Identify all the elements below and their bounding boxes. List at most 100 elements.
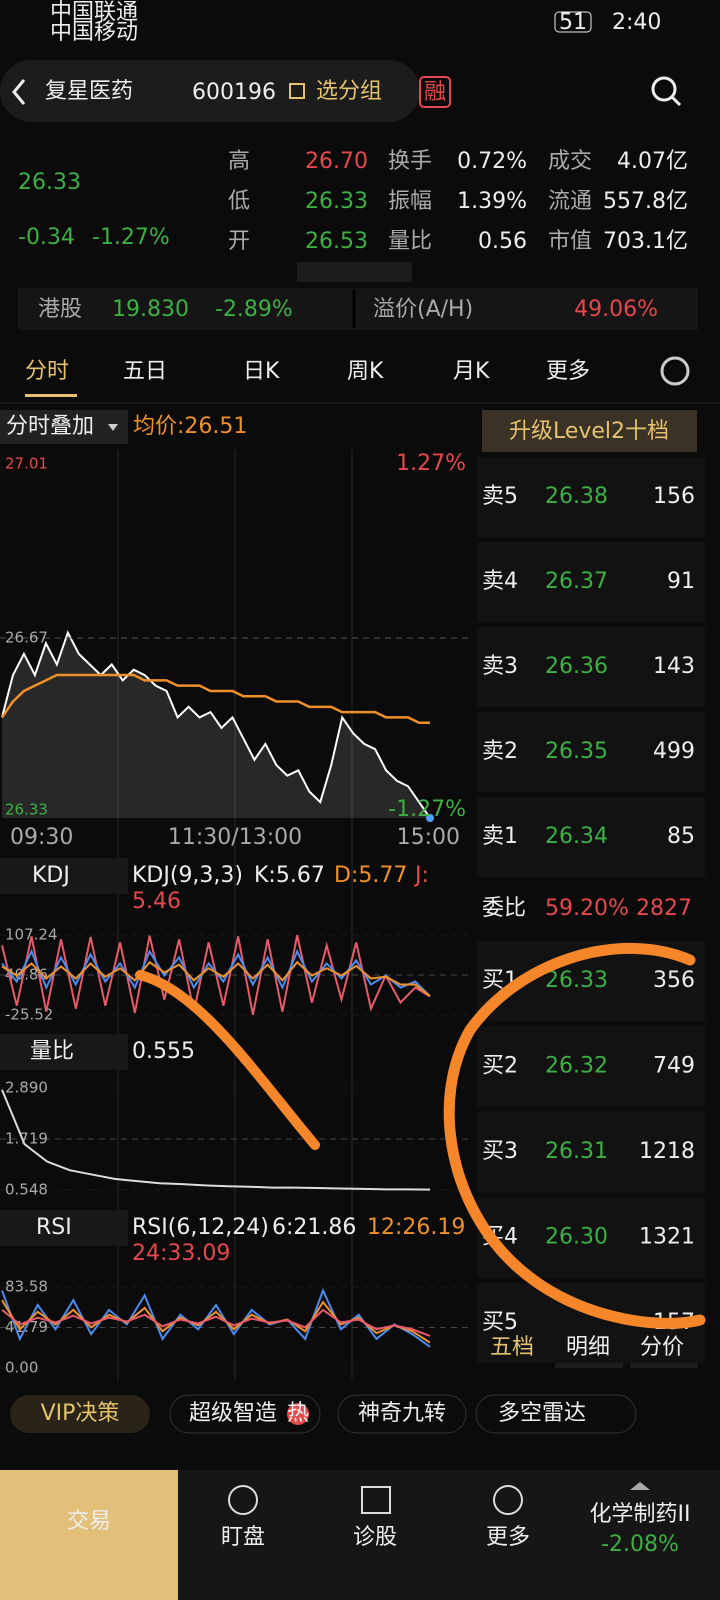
- text: -1.27%: [388, 797, 466, 822]
- row-volume: 143: [653, 654, 695, 679]
- rsi24-line: [1, 1308, 431, 1337]
- pill[interactable]: [475, 1394, 637, 1434]
- more-icon: [493, 1485, 523, 1515]
- stat-value: 26.33: [305, 189, 368, 214]
- row-bg: [477, 457, 705, 537]
- nav-item: 盯盘: [221, 1525, 265, 1550]
- stat-value: 26.53: [305, 229, 368, 254]
- text: 融: [424, 80, 446, 105]
- tab: 月K: [453, 359, 490, 384]
- stat-label: 振幅: [388, 189, 432, 214]
- row-label: 卖3: [482, 654, 518, 679]
- text: 中国移动: [50, 20, 138, 45]
- text: 港股: [38, 297, 82, 322]
- text: 2827: [636, 896, 692, 921]
- y-tick-label: 26.33: [5, 801, 48, 819]
- text: KDJ: [32, 863, 70, 888]
- row-bg: [477, 627, 705, 707]
- text: J:: [413, 863, 429, 888]
- settings-icon[interactable]: [660, 356, 690, 386]
- text: -0.34: [18, 225, 75, 250]
- row-label: 买3: [482, 1139, 518, 1164]
- book-tab: 五档: [490, 1335, 534, 1360]
- book-tab: 分价: [640, 1335, 684, 1360]
- back-icon[interactable]: [12, 79, 26, 105]
- watch-icon: [228, 1485, 258, 1515]
- text: 11:30/13:00: [168, 825, 302, 850]
- y-tick-label: 83.58: [5, 1278, 48, 1296]
- text: 1.27%: [396, 451, 466, 476]
- row-label: 卖4: [482, 569, 518, 594]
- tab-underline: [25, 394, 77, 397]
- text: 溢价(A/H): [373, 297, 473, 322]
- text: 2:40: [612, 10, 661, 35]
- search-icon[interactable]: [651, 76, 677, 102]
- text: 6:21.86: [272, 1215, 356, 1240]
- row-label: 卖1: [482, 824, 518, 849]
- text: 5.46: [132, 889, 181, 914]
- y-tick-label: 0.00: [5, 1359, 38, 1377]
- stat-label: 低: [228, 189, 250, 214]
- row-label: 买2: [482, 1054, 518, 1079]
- tool: VIP决策: [41, 1401, 120, 1426]
- text: 600196: [192, 80, 276, 105]
- text: -2.08%: [601, 1532, 679, 1557]
- text: 24:33.09: [132, 1241, 230, 1266]
- text: 49.06%: [574, 297, 658, 322]
- y-tick-label: 26.67: [5, 629, 48, 647]
- price: 26.33: [18, 170, 81, 195]
- text: 中国联通: [50, 0, 138, 25]
- row-price: 26.33: [545, 968, 608, 993]
- row-label: 卖5: [482, 484, 518, 509]
- row-volume: 499: [653, 739, 695, 764]
- annotation-stroke: [135, 970, 320, 1150]
- tab: 更多: [546, 359, 590, 384]
- row-volume: 1218: [639, 1139, 695, 1164]
- nav-item: 诊股: [353, 1525, 397, 1550]
- row-volume: 85: [667, 824, 695, 849]
- dropdown: [108, 424, 118, 431]
- upgrade-button[interactable]: [482, 410, 697, 452]
- stat-label: 高: [228, 149, 250, 174]
- text: 交易: [67, 1509, 111, 1534]
- expand-toggle[interactable]: [297, 262, 412, 282]
- row-bg: [477, 1026, 705, 1107]
- stat-label: 量比: [388, 229, 432, 254]
- text: -1.27%: [92, 225, 170, 250]
- row-volume: 156: [653, 484, 695, 509]
- overlay-box[interactable]: [0, 410, 128, 444]
- annotation-circle: [443, 943, 706, 1329]
- row-bg: [477, 1112, 705, 1192]
- pill[interactable]: [10, 1395, 150, 1433]
- up-arrow: [630, 1482, 650, 1490]
- text: 选分组: [316, 79, 382, 104]
- row-volume: 749: [653, 1054, 695, 1079]
- hot-badge: [287, 1403, 309, 1425]
- text: 均价:26.51: [133, 414, 247, 439]
- text: 51: [559, 10, 587, 35]
- tool: 神奇九转: [358, 1401, 446, 1426]
- tab: 日K: [243, 359, 280, 384]
- price-line: [1, 630, 431, 819]
- check-icon: [289, 83, 305, 99]
- tool: 超级智造: [189, 1401, 277, 1426]
- stat-label: 开: [228, 229, 250, 254]
- row-bg: [477, 797, 705, 877]
- text: 化学制药II: [590, 1502, 691, 1527]
- hk-bar[interactable]: [18, 288, 698, 330]
- tool: 多空雷达: [498, 1401, 586, 1426]
- row-price: 26.35: [545, 739, 608, 764]
- stat-value: 0.72%: [457, 149, 527, 174]
- text: RSI: [36, 1215, 72, 1240]
- trade-bg[interactable]: [0, 1470, 178, 1600]
- margin-box: [419, 76, 451, 108]
- text: RSI(6,12,24): [132, 1215, 269, 1240]
- pill[interactable]: [169, 1394, 321, 1434]
- row-volume: 1321: [639, 1225, 695, 1250]
- pill[interactable]: [337, 1394, 467, 1434]
- stat-value: 4.07亿: [617, 149, 688, 174]
- stat-value: 1.39%: [457, 189, 527, 214]
- text: 09:30: [10, 825, 73, 850]
